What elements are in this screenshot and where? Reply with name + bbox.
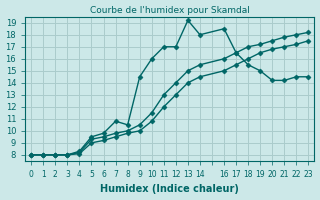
Title: Courbe de l'humidex pour Skamdal: Courbe de l'humidex pour Skamdal [90, 6, 250, 15]
X-axis label: Humidex (Indice chaleur): Humidex (Indice chaleur) [100, 184, 239, 194]
